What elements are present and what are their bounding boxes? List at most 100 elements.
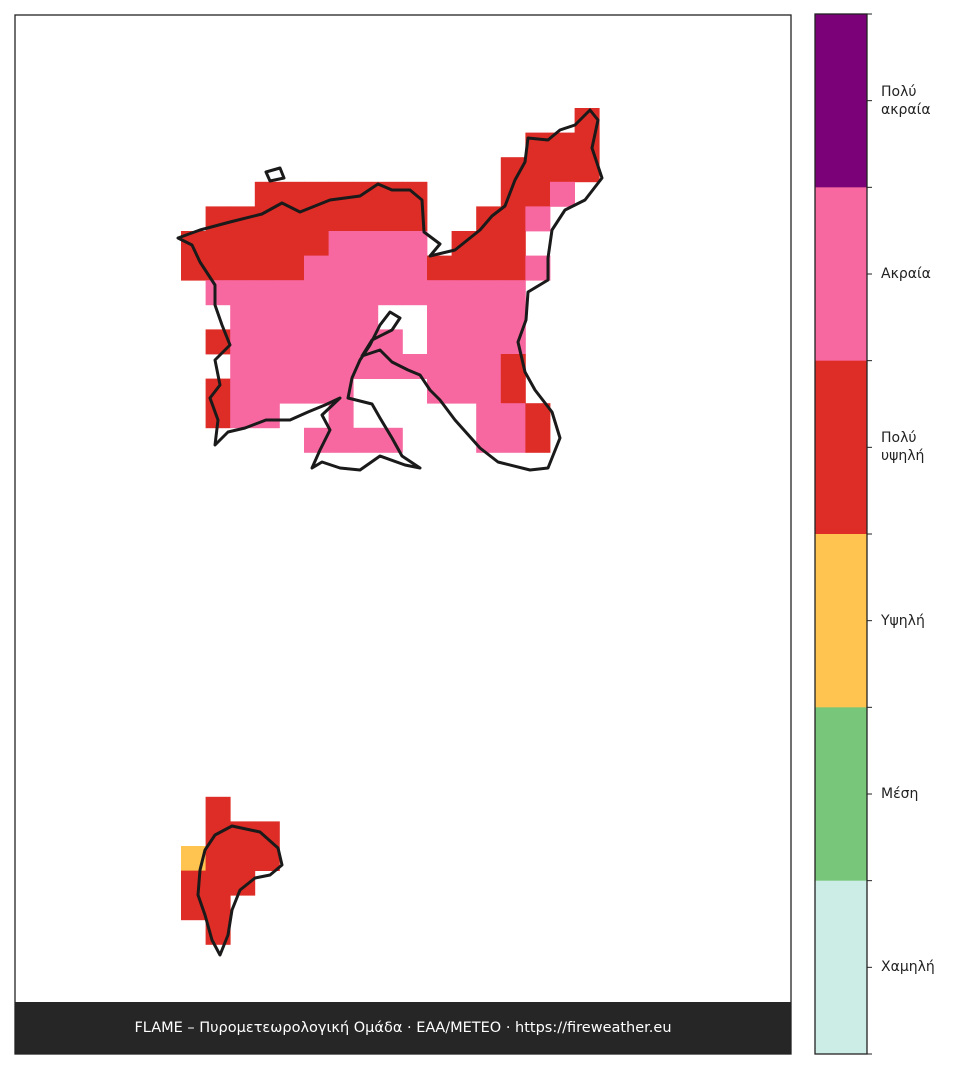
colorbar: [814, 13, 872, 1055]
risk-cell: [500, 255, 526, 281]
risk-cell: [254, 846, 280, 871]
risk-cell: [328, 255, 354, 281]
risk-cell: [550, 157, 575, 183]
risk-cell: [328, 304, 354, 330]
risk-cell: [402, 280, 428, 306]
risk-cell: [427, 329, 452, 355]
risk-cell: [205, 796, 231, 822]
risk-cell: [230, 329, 256, 355]
risk-cell: [353, 206, 379, 232]
risk-cell: [451, 329, 477, 355]
risk-cell: [402, 231, 428, 256]
risk-cell: [525, 427, 551, 453]
risk-cell: [427, 304, 452, 330]
risk-cell: [254, 304, 280, 330]
risk-cell: [427, 354, 452, 379]
risk-cell: [328, 231, 354, 256]
risk-cell: [254, 255, 280, 281]
risk-cell: [353, 304, 379, 330]
risk-cell: [254, 280, 280, 306]
risk-cell: [205, 231, 231, 256]
risk-cell: [181, 870, 206, 896]
risk-cell: [328, 280, 354, 306]
risk-cell: [476, 378, 502, 404]
legend-label: Ακραία: [881, 266, 931, 282]
risk-cell: [328, 181, 354, 207]
risk-cell: [279, 378, 305, 404]
risk-cell: [377, 255, 403, 281]
risk-cell: [205, 870, 231, 896]
risk-cell: [279, 231, 305, 256]
risk-cell: [254, 403, 280, 429]
risk-cell: [230, 846, 256, 871]
risk-cell: [205, 280, 231, 306]
risk-cell: [205, 895, 231, 921]
risk-cell: [500, 280, 526, 306]
risk-cell: [304, 255, 329, 281]
risk-cell: [427, 255, 452, 281]
legend-label: Πολύ ακραία: [881, 83, 931, 118]
risk-cell: [476, 403, 502, 429]
risk-cell: [328, 354, 354, 379]
risk-cell: [304, 280, 329, 306]
risk-cell: [230, 403, 256, 429]
map-frame: [14, 14, 792, 1055]
risk-cell: [230, 280, 256, 306]
map-frame-bg: [15, 15, 791, 1054]
risk-cell: [353, 231, 379, 256]
risk-cell: [230, 870, 256, 896]
risk-cell: [525, 403, 551, 429]
risk-cell: [525, 206, 551, 232]
risk-cell: [377, 206, 403, 232]
risk-cell: [476, 329, 502, 355]
risk-cell: [304, 378, 329, 404]
colorbar-segment: [815, 707, 867, 882]
risk-cell: [279, 329, 305, 355]
risk-cell: [451, 255, 477, 281]
risk-cell: [476, 255, 502, 281]
risk-cell: [230, 304, 256, 330]
risk-cell: [230, 255, 256, 281]
risk-cell: [254, 354, 280, 379]
colorbar-segment: [815, 14, 867, 188]
risk-cell: [451, 354, 477, 379]
risk-cell: [451, 378, 477, 404]
risk-cell: [254, 231, 280, 256]
colorbar-segment: [815, 880, 867, 1055]
risk-cell: [205, 846, 231, 871]
risk-cell: [254, 378, 280, 404]
legend-label: Υψηλή: [881, 612, 925, 629]
risk-cell: [476, 280, 502, 306]
risk-cell: [279, 304, 305, 330]
risk-cell: [525, 132, 551, 158]
risk-cell: [500, 403, 526, 429]
risk-cell: [279, 354, 305, 379]
risk-cell: [328, 427, 354, 453]
risk-cell: [304, 206, 329, 232]
risk-cell: [254, 329, 280, 355]
legend-label: Μέση: [881, 786, 919, 802]
risk-cell: [328, 206, 354, 232]
coastline: [176, 108, 604, 957]
colorbar-frame: [814, 13, 868, 1055]
risk-cell: [304, 304, 329, 330]
risk-cell: [402, 255, 428, 281]
risk-cell: [328, 329, 354, 355]
risk-cell: [427, 280, 452, 306]
risk-cell: [500, 304, 526, 330]
risk-cell: [254, 821, 280, 847]
risk-cell: [525, 255, 551, 281]
risk-cell: [304, 354, 329, 379]
risk-cell: [500, 231, 526, 256]
footer-text: FLAME – Πυρομετεωρολογική Ομάδα · ΕΑΑ/ME…: [134, 1020, 672, 1036]
colorbar-segment: [815, 534, 867, 708]
risk-cell: [230, 378, 256, 404]
risk-cell: [500, 427, 526, 453]
risk-cell: [451, 280, 477, 306]
risk-cell: [304, 231, 329, 256]
legend-label: Χαμηλή: [881, 959, 935, 976]
risk-cell: [550, 181, 575, 207]
risk-cell: [230, 354, 256, 379]
risk-cell: [181, 255, 206, 281]
